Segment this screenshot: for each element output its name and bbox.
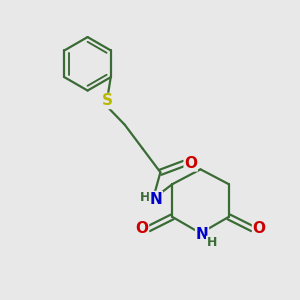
Text: H: H (140, 191, 150, 204)
Text: N: N (150, 191, 162, 206)
Text: O: O (184, 156, 197, 171)
Text: S: S (101, 94, 112, 109)
Text: H: H (207, 236, 217, 249)
Text: N: N (196, 227, 208, 242)
Text: O: O (253, 221, 266, 236)
Text: O: O (136, 221, 148, 236)
